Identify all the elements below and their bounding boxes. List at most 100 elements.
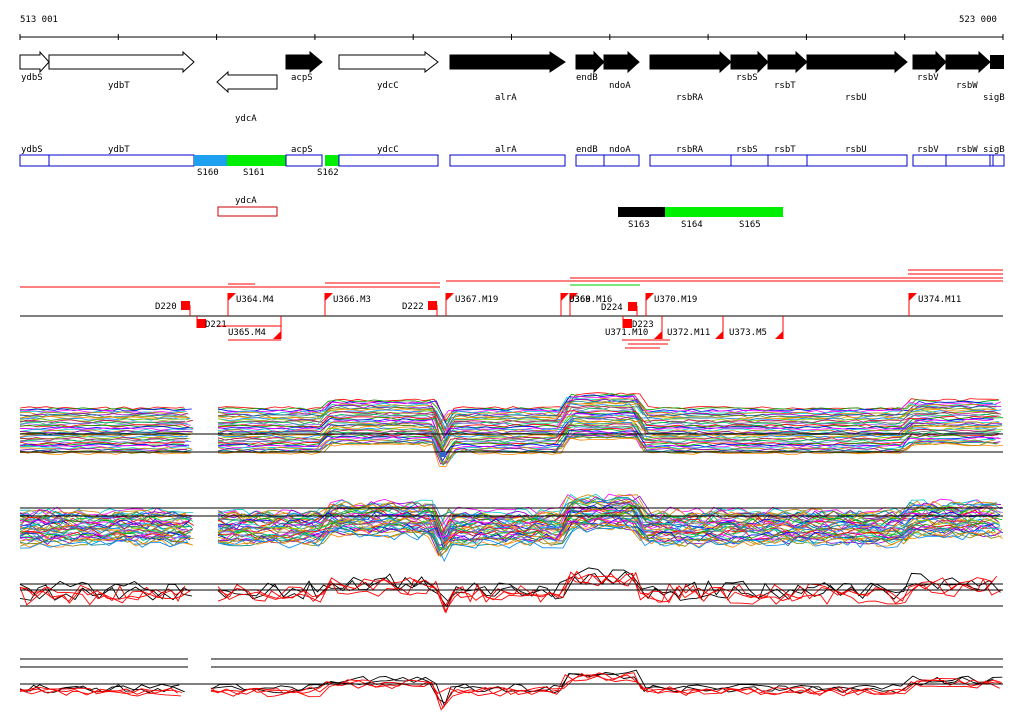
- feature-U365[interactable]: [273, 331, 281, 339]
- gene-arrow-ydcC[interactable]: [338, 50, 439, 74]
- gene-arrow-acpS[interactable]: [285, 50, 323, 74]
- annot-label-rsbV: rsbV: [917, 145, 939, 155]
- annot-label-acpS: acpS: [291, 145, 313, 155]
- gene-arrow-ydbS[interactable]: [19, 50, 50, 74]
- feature-D221[interactable]: [197, 319, 206, 328]
- feature-U366[interactable]: [325, 293, 333, 301]
- segment-label-S163: S163: [628, 220, 650, 230]
- feature-U371[interactable]: [654, 331, 662, 339]
- gene-arrow-rsbS[interactable]: [730, 50, 769, 74]
- gene-label-rsbS: rsbS: [736, 73, 758, 83]
- annot-label-sigB: sigB: [983, 145, 1005, 155]
- annot-box-ydbT[interactable]: [48, 154, 195, 167]
- feature-D224[interactable]: [628, 302, 637, 311]
- annot-label-rsbU: rsbU: [845, 145, 867, 155]
- feature-label-D224: D224: [601, 303, 623, 313]
- annot-box-rsbU[interactable]: [806, 154, 908, 167]
- coord-start: 513 001: [20, 15, 58, 25]
- gene-arrow-rsbU[interactable]: [806, 50, 908, 74]
- annot-box-sigB[interactable]: [989, 154, 1005, 167]
- feature-U374[interactable]: [909, 293, 917, 301]
- annot-label-endB: endB: [576, 145, 598, 155]
- feature-U369[interactable]: [561, 293, 569, 301]
- expression-panel-1: [19, 392, 1004, 468]
- expression-profile: [19, 431, 1001, 463]
- segment-S165[interactable]: [725, 207, 783, 217]
- annot-box-ndoA[interactable]: [603, 154, 640, 167]
- expression-profile: [19, 672, 1003, 709]
- gene-arrow-ndoA[interactable]: [603, 50, 640, 74]
- annotation-track: ydbS ydbT acpS ydcC alrA endB ndoA rsbRA…: [19, 145, 1005, 230]
- feature-U367[interactable]: [446, 293, 454, 301]
- expression-profile: [19, 424, 1000, 455]
- gene-arrow-endB[interactable]: [575, 50, 605, 74]
- feature-D223[interactable]: [623, 319, 632, 328]
- feature-D222[interactable]: [428, 301, 437, 310]
- annot-label-rsbS: rsbS: [736, 145, 758, 155]
- gene-label-ydcC: ydcC: [377, 81, 399, 91]
- feature-U364[interactable]: [228, 293, 236, 301]
- feature-label-D221: D221: [205, 320, 227, 330]
- annot-label-ndoA: ndoA: [609, 145, 631, 155]
- gene-arrow-alrA[interactable]: [449, 51, 566, 73]
- coordinate-ruler: 513 001 523 000: [19, 15, 1004, 40]
- gene-arrow-rsbW[interactable]: [945, 50, 991, 74]
- annot-box-rsbT[interactable]: [767, 154, 808, 167]
- gene-label-rsbW: rsbW: [956, 81, 978, 91]
- feature-label-U370: U370.M19: [654, 295, 697, 305]
- segment-S163[interactable]: [618, 207, 665, 217]
- gene-track: ydbS ydbT ydcA acpS ydcC alrA endB ndoA …: [19, 50, 1005, 124]
- annot-label-rsbW: rsbW: [956, 145, 978, 155]
- annot-box-ydcC[interactable]: [338, 154, 439, 167]
- segment-S160[interactable]: [194, 155, 227, 166]
- feature-D220[interactable]: [181, 301, 190, 310]
- gene-arrow-rsbRA[interactable]: [649, 50, 732, 74]
- feature-U373[interactable]: [775, 331, 783, 339]
- expression-profile: [19, 433, 995, 465]
- annot-box-acpS[interactable]: [285, 154, 323, 167]
- gene-label-acpS: acpS: [291, 73, 313, 83]
- segment-label-S161: S161: [243, 168, 265, 178]
- feature-label-D220: D220: [155, 302, 177, 312]
- gene-label-rsbRA: rsbRA: [676, 93, 704, 103]
- feature-label-D222: D222: [402, 302, 424, 312]
- annot-box-rsbS[interactable]: [730, 154, 769, 167]
- feature-U368[interactable]: [570, 293, 578, 301]
- gene-arrow-ydcA[interactable]: [216, 70, 278, 94]
- annot-box-ydbS[interactable]: [19, 154, 50, 167]
- gene-arrow-ydbT[interactable]: [48, 50, 195, 74]
- gene-arrow-rsbT[interactable]: [767, 50, 808, 74]
- annot-box-rsbV[interactable]: [912, 154, 947, 167]
- expression-profile: [19, 494, 1001, 532]
- annot-box-rsbW[interactable]: [945, 154, 991, 167]
- annot-label-ydbS: ydbS: [21, 145, 43, 155]
- annot-label-rsbT: rsbT: [774, 145, 796, 155]
- feature-label-U367: U367.M19: [455, 295, 498, 305]
- feature-label-U364: U364.M4: [236, 295, 274, 305]
- segment-S162[interactable]: [325, 155, 339, 166]
- segment-S161[interactable]: [227, 155, 286, 166]
- gene-arrow-sigB[interactable]: [990, 55, 1004, 69]
- segment-label-S165: S165: [739, 220, 761, 230]
- feature-label-U369: U369: [569, 295, 591, 305]
- expression-profile: [19, 570, 998, 608]
- segment-label-S162: S162: [317, 168, 339, 178]
- expression-profile: [19, 571, 993, 613]
- annot-box-rsbRA[interactable]: [649, 154, 732, 167]
- annot-box-alrA[interactable]: [449, 154, 566, 167]
- feature-U372[interactable]: [715, 331, 723, 339]
- gene-label-rsbV: rsbV: [917, 73, 939, 83]
- annot-label-alrA: alrA: [495, 145, 517, 155]
- annot-label-rsbRA: rsbRA: [676, 145, 704, 155]
- annot-label-ydbT: ydbT: [108, 145, 130, 155]
- feature-track: D220 U364.M4 U366.M3 D222 U367.M19 U368.…: [20, 269, 1003, 349]
- annot-box-ydcA[interactable]: [217, 206, 278, 217]
- annot-box-endB[interactable]: [575, 154, 605, 167]
- feature-U370[interactable]: [646, 293, 654, 301]
- segment-S164[interactable]: [665, 207, 725, 217]
- gene-label-sigB: sigB: [983, 93, 1005, 103]
- gene-arrow-rsbV[interactable]: [912, 50, 947, 74]
- expression-profile: [20, 524, 992, 562]
- feature-label-U371: U371.M10: [605, 328, 648, 338]
